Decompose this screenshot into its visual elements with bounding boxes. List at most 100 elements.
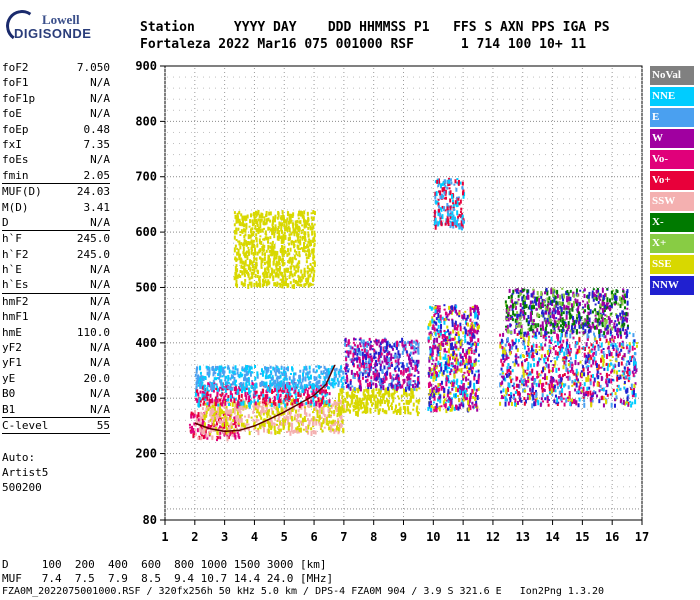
- grid-dot: [581, 80, 583, 81]
- grid-dot: [191, 497, 192, 499]
- grid-dot: [641, 96, 643, 97]
- grid-dot: [253, 96, 255, 97]
- grid-dot: [635, 264, 636, 266]
- grid-dot: [371, 220, 372, 222]
- grid-dot: [581, 456, 583, 457]
- grid-dot: [317, 209, 318, 211]
- grid-dot: [605, 408, 606, 410]
- grid-dot: [167, 441, 168, 443]
- grid-dot: [425, 419, 426, 421]
- grid-dot: [497, 419, 498, 421]
- grid-dot: [230, 453, 231, 455]
- grid-dot: [599, 464, 600, 466]
- grid-dot: [485, 342, 486, 344]
- grid-dot: [605, 397, 606, 399]
- grid-dot: [522, 276, 524, 277]
- grid-dot: [552, 136, 554, 137]
- grid-dot: [164, 140, 166, 141]
- grid-dot: [552, 124, 554, 125]
- grid-dot: [197, 331, 198, 333]
- grid-dot: [373, 68, 375, 69]
- grid-dot: [552, 264, 554, 265]
- grid-dot: [635, 286, 636, 288]
- param-value: N/A: [90, 294, 110, 308]
- grid-dot: [593, 430, 594, 432]
- grid-dot: [462, 232, 464, 233]
- grid-dot: [522, 152, 524, 153]
- grid-dot: [462, 272, 464, 273]
- grid-dot: [462, 144, 464, 145]
- grid-dot: [365, 475, 366, 477]
- grid-dot: [395, 242, 396, 244]
- grid-dot: [377, 220, 378, 222]
- grid-dot: [641, 228, 643, 229]
- grid-dot: [443, 475, 444, 477]
- grid-dot: [221, 176, 222, 178]
- grid-dot: [403, 216, 404, 217]
- grid-dot: [343, 208, 345, 209]
- grid-dot: [641, 500, 643, 501]
- grid-dot: [551, 497, 552, 499]
- grid-dot: [492, 460, 494, 461]
- grid-dot: [395, 264, 396, 266]
- grid-dot: [491, 331, 492, 333]
- grid-dot: [581, 400, 583, 401]
- grid-dot: [224, 244, 226, 245]
- grid-dot: [302, 397, 303, 399]
- grid-dot: [611, 140, 613, 141]
- grid-dot: [432, 92, 434, 93]
- grid-dot: [593, 309, 594, 311]
- grid-dot: [533, 475, 534, 477]
- grid-dot: [545, 475, 546, 477]
- grid-dot: [224, 328, 226, 329]
- grid-dot: [432, 336, 434, 337]
- grid-dot: [194, 352, 196, 353]
- grid-dot: [488, 176, 489, 178]
- grid-dot: [194, 152, 196, 153]
- grid-dot: [581, 298, 582, 300]
- grid-dot: [464, 453, 465, 455]
- grid-dot: [462, 432, 464, 433]
- grid-dot: [203, 264, 204, 266]
- param-value: 20.0: [83, 371, 111, 385]
- grid-dot: [224, 280, 226, 281]
- grid-dot: [373, 280, 375, 281]
- grid-dot: [407, 198, 408, 200]
- grid-dot: [467, 253, 468, 255]
- grid-dot: [290, 508, 291, 510]
- grid-dot: [287, 486, 288, 488]
- grid-dot: [269, 309, 270, 311]
- grid-dot: [563, 187, 564, 189]
- grid-dot: [185, 386, 186, 388]
- grid-dot: [281, 220, 282, 222]
- grid-dot: [403, 356, 404, 357]
- grid-dot: [524, 286, 525, 288]
- grid-dot: [206, 342, 207, 344]
- grid-dot: [194, 304, 196, 305]
- grid-dot: [194, 132, 196, 133]
- grid-dot: [194, 116, 196, 117]
- grid-dot: [343, 480, 345, 481]
- grid-dot: [635, 320, 636, 322]
- grid-dot: [443, 264, 444, 266]
- grid-dot: [197, 408, 198, 410]
- grid-dot: [389, 508, 390, 510]
- grid-dot: [293, 364, 294, 366]
- grid-dot: [432, 436, 434, 437]
- grid-dot: [194, 460, 196, 461]
- grid-dot: [224, 80, 226, 81]
- grid-dot: [482, 397, 483, 399]
- grid-dot: [164, 116, 166, 117]
- grid-dot: [278, 176, 279, 178]
- grid-dot: [314, 286, 315, 288]
- grid-dot: [191, 242, 192, 244]
- grid-dot: [197, 209, 198, 211]
- grid-dot: [401, 464, 402, 466]
- grid-dot: [641, 128, 643, 129]
- grid-dot: [299, 464, 300, 466]
- grid-dot: [401, 209, 402, 211]
- grid-dot: [194, 400, 196, 401]
- grid-dot: [224, 453, 225, 455]
- grid-dot: [539, 453, 540, 455]
- grid-dot: [584, 231, 585, 233]
